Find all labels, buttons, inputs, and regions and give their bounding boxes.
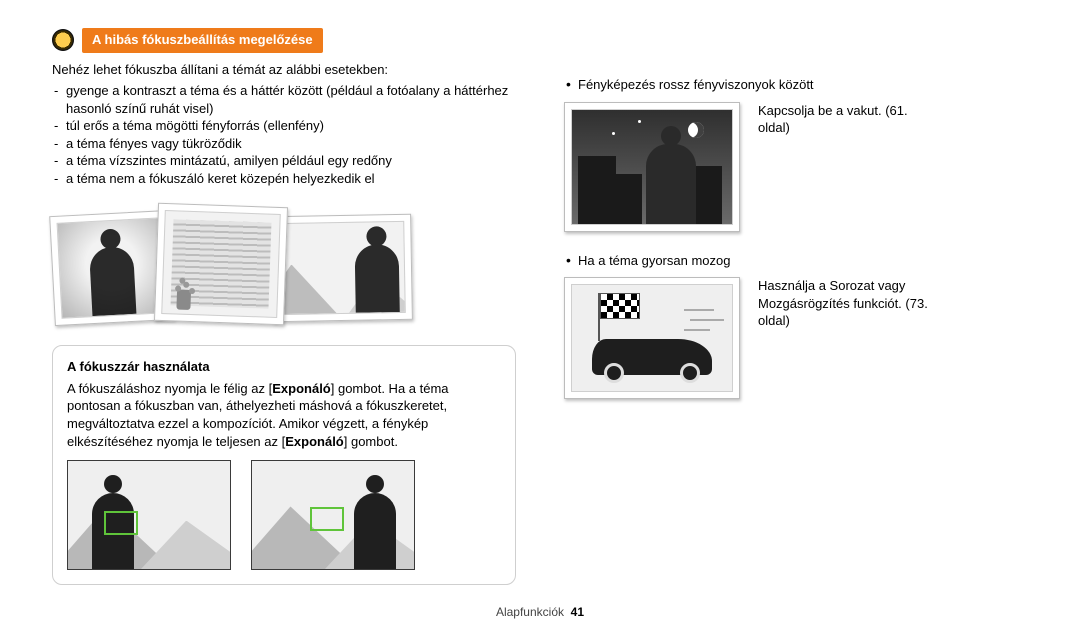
focus-lock-callout: A fókuszzár használata A fókuszáláshoz n…: [52, 345, 516, 585]
moon-icon: [688, 122, 704, 138]
focus-step-1: [67, 460, 231, 570]
example-photo-offcenter: [271, 214, 413, 322]
list-item: a téma nem a fókuszáló keret közepén hel…: [52, 170, 516, 188]
intro-text: Nehéz lehet fókuszba állítani a témát az…: [52, 61, 516, 79]
scenario-fast-motion: Ha a téma gyorsan mozog Használja a Soro…: [564, 252, 1028, 400]
focus-step-2: [251, 460, 415, 570]
scenario-label: Ha a téma gyorsan mozog: [564, 252, 1028, 270]
focus-lock-figures: [67, 460, 501, 570]
callout-title: A fókuszzár használata: [67, 358, 501, 376]
car-icon: [592, 339, 712, 375]
right-column: Fényképezés rossz fényviszonyok között K…: [564, 28, 1028, 585]
difficulty-list: gyenge a kontraszt a téma és a háttér kö…: [52, 82, 516, 187]
fast-motion-thumb: [564, 277, 740, 399]
footer-section: Alapfunkciók: [496, 605, 564, 619]
footer-page-number: 41: [571, 605, 584, 619]
focus-rectangle-icon: [310, 507, 344, 531]
list-item: túl erős a téma mögötti fényforrás (elle…: [52, 117, 516, 135]
low-light-thumb: [564, 102, 740, 232]
focus-rectangle-icon: [104, 511, 138, 535]
list-item: a téma vízszintes mintázatú, amilyen pél…: [52, 152, 516, 170]
fast-motion-tip: Használja a Sorozat vagy Mozgásrögzítés …: [758, 277, 938, 330]
dial-icon: [52, 29, 74, 51]
list-item: a téma fényes vagy tükröződik: [52, 135, 516, 153]
checkered-flag-icon: [600, 293, 640, 319]
section-heading: A hibás fókuszbeállítás megelőzése: [52, 28, 516, 53]
callout-body: A fókuszáláshoz nyomja le félig az [Expo…: [67, 380, 501, 450]
example-photo-blinds: [154, 203, 288, 325]
heading-text: A hibás fókuszbeállítás megelőzése: [82, 28, 323, 53]
low-light-tip: Kapcsolja be a vakut. (61. oldal): [758, 102, 938, 137]
example-gallery: [52, 199, 516, 329]
page-footer: Alapfunkciók 41: [0, 604, 1080, 620]
scenario-label: Fényképezés rossz fényviszonyok között: [564, 76, 1028, 94]
scenario-low-light: Fényképezés rossz fényviszonyok között K…: [564, 76, 1028, 232]
left-column: A hibás fókuszbeállítás megelőzése Nehéz…: [52, 28, 516, 585]
list-item: gyenge a kontraszt a téma és a háttér kö…: [52, 82, 516, 117]
